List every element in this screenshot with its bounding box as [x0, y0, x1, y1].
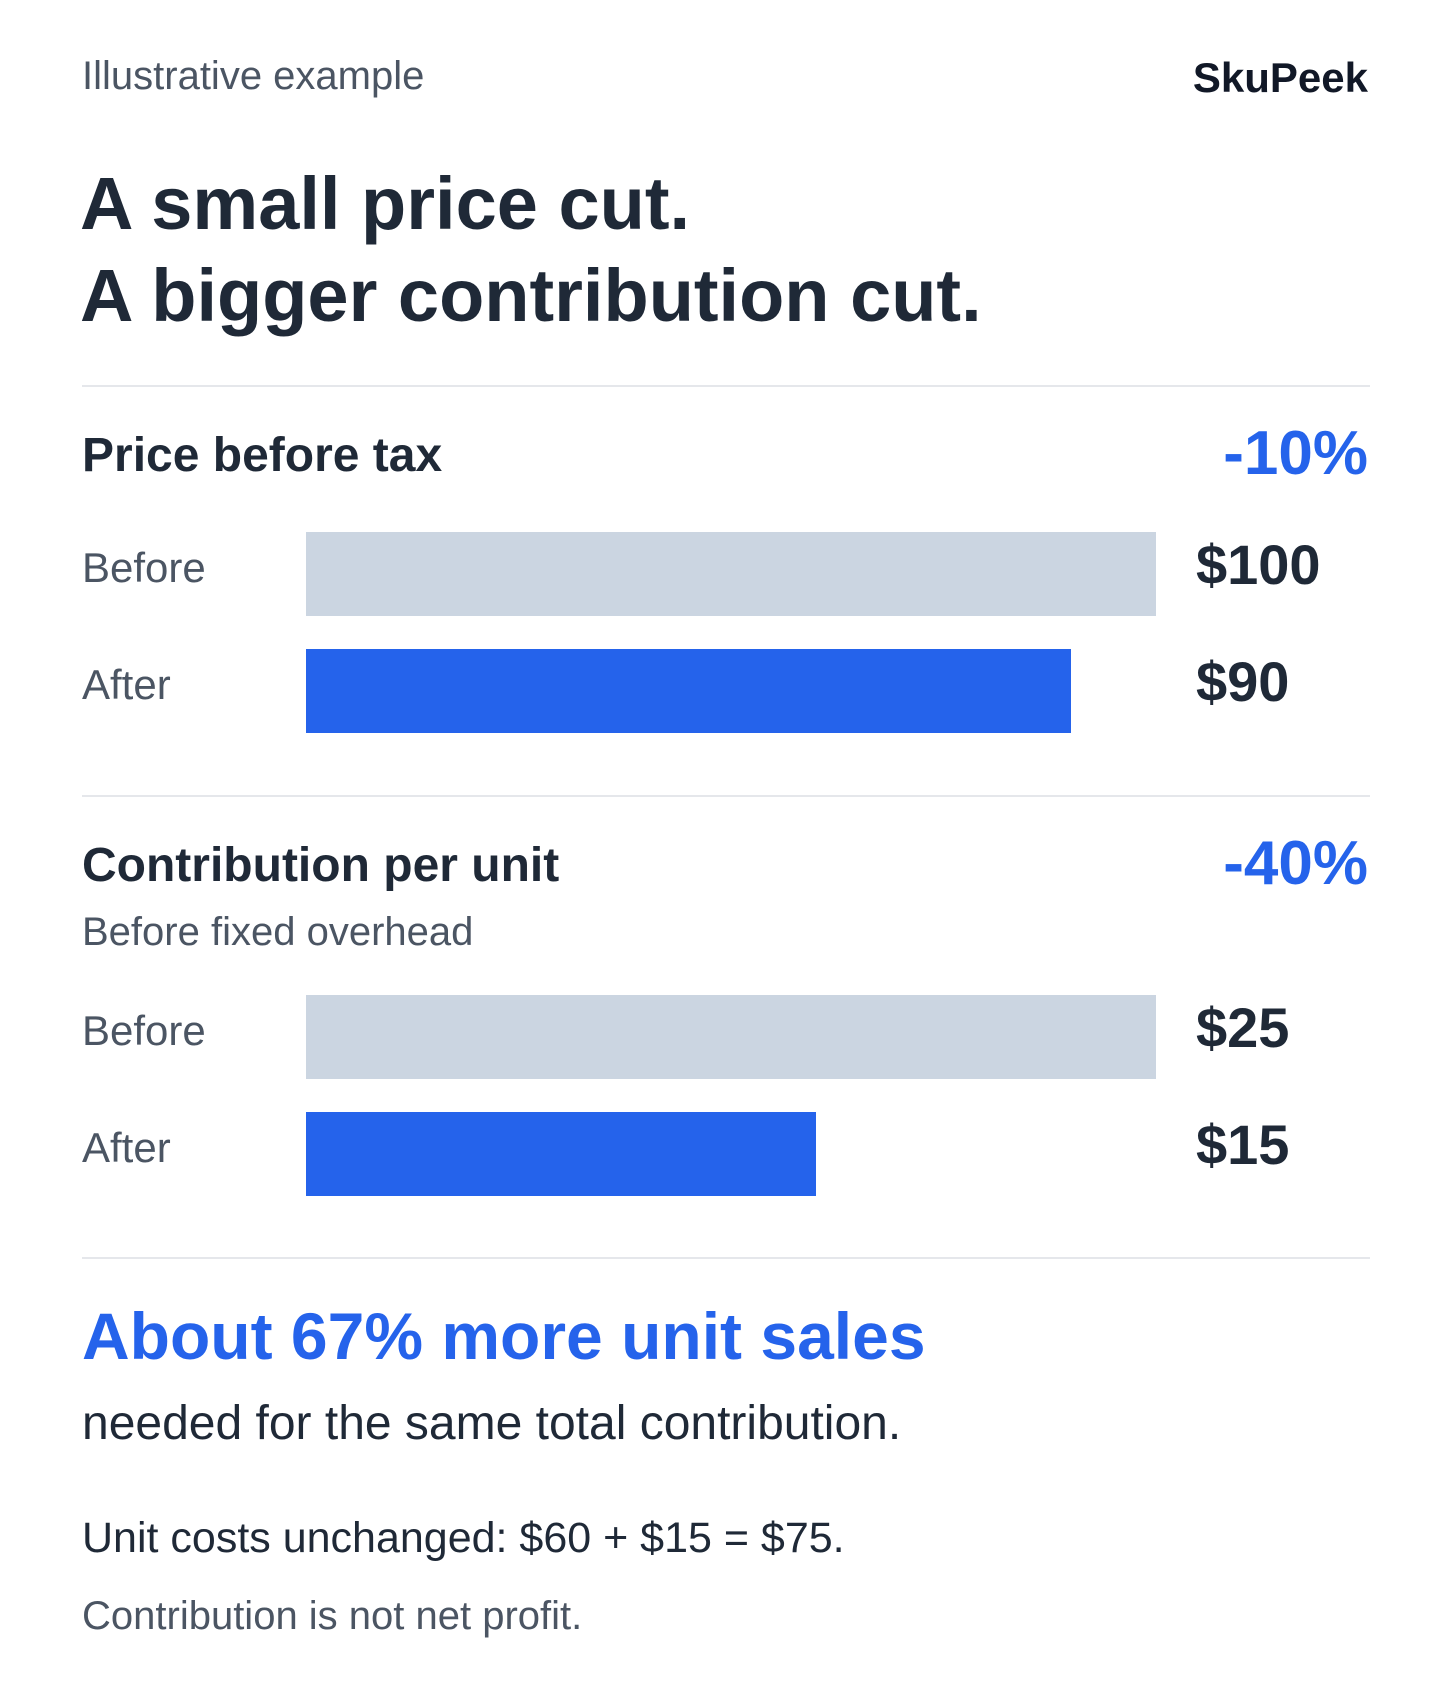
summary-headline: About 67% more unit sales: [82, 1299, 926, 1373]
price-after-value: $90: [1196, 650, 1290, 713]
price-before-value: $100: [1196, 533, 1321, 596]
contribution-after-bar: [306, 1112, 816, 1196]
price-after-label: After: [82, 661, 171, 708]
divider: [82, 1257, 1370, 1259]
title-line-2: A bigger contribution cut.: [80, 254, 982, 337]
divider: [82, 385, 1370, 387]
unit-cost-note: Unit costs unchanged: $60 + $15 = $75.: [82, 1514, 845, 1562]
price-change-percent: -10%: [1223, 419, 1368, 488]
contribution-change-percent: -40%: [1223, 829, 1368, 898]
contribution-before-bar: [306, 995, 1156, 1079]
price-chart-title: Price before tax: [82, 429, 443, 482]
eyebrow-label: Illustrative example: [82, 54, 425, 98]
contribution-chart-title: Contribution per unit: [82, 839, 560, 892]
summary-subline: needed for the same total contribution.: [82, 1397, 902, 1450]
footnote: Contribution is not net profit.: [82, 1594, 583, 1638]
price-before-label: Before: [82, 544, 206, 591]
brand-logo: SkuPeek: [1192, 54, 1368, 101]
contribution-before-value: $25: [1196, 996, 1290, 1059]
title-line-1: A small price cut.: [80, 162, 691, 245]
divider: [82, 795, 1370, 797]
contribution-chart-subtitle: Before fixed overhead: [82, 910, 474, 954]
page-title: A small price cut. A bigger contribution…: [80, 158, 1360, 342]
contribution-after-label: After: [82, 1124, 171, 1171]
price-before-bar: [306, 532, 1156, 616]
contribution-before-label: Before: [82, 1007, 206, 1054]
price-after-bar: [306, 649, 1071, 733]
contribution-after-value: $15: [1196, 1113, 1290, 1176]
